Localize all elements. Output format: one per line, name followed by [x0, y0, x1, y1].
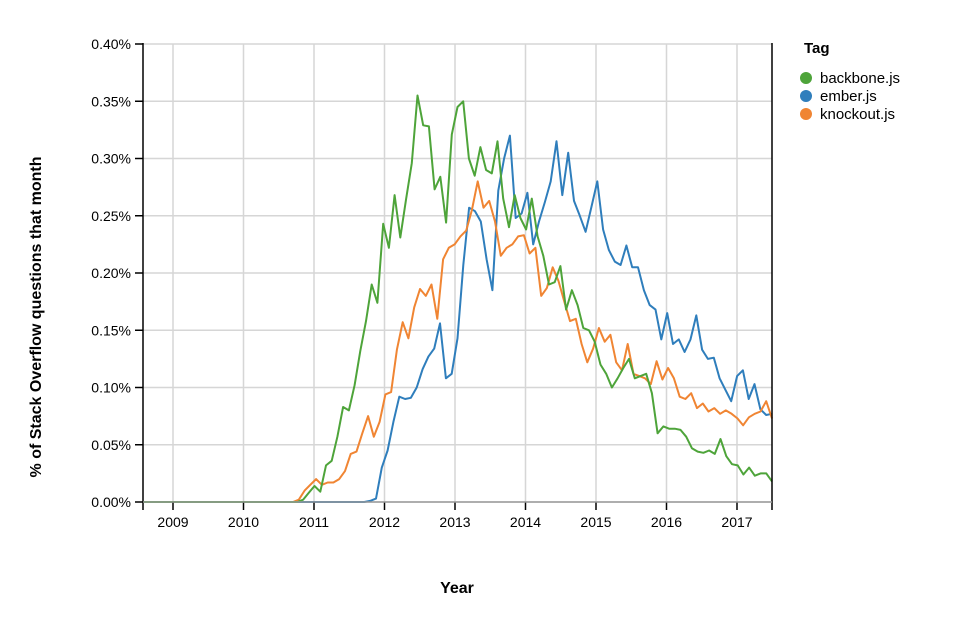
series-line-backbone	[143, 94, 773, 503]
legend-dot-icon	[800, 90, 812, 102]
y-tick-label: 0.40%	[91, 36, 131, 52]
y-tick-label: 0.15%	[91, 322, 131, 338]
y-tick-label: 0.30%	[91, 151, 131, 167]
legend-label: backbone.js	[820, 69, 901, 87]
grid-lines	[143, 43, 772, 503]
y-tick-label: 0.35%	[91, 93, 131, 109]
x-axis-title: Year	[440, 580, 474, 597]
y-tick-label: 0.25%	[91, 208, 131, 224]
legend-item-ember: ember.js	[800, 87, 900, 105]
legend-label: ember.js	[820, 87, 877, 105]
x-tick-label: 2015	[580, 514, 611, 530]
x-tick-label: 2009	[157, 514, 188, 530]
legend-item-knockout: knockout.js	[800, 105, 900, 123]
y-axis-title: % of Stack Overflow questions that month	[28, 157, 45, 478]
series-lines	[143, 94, 773, 503]
x-tick-label: 2010	[228, 514, 259, 530]
legend: Tag backbone.js ember.js knockout.js	[800, 40, 900, 123]
x-tick-label: 2017	[721, 514, 752, 530]
legend-item-backbone: backbone.js	[800, 69, 900, 87]
x-tick-label: 2011	[299, 514, 329, 530]
y-tick-label: 0.10%	[91, 380, 131, 396]
y-axis-tick-labels: 0.00% 0.05% 0.10% 0.15% 0.20% 0.25% 0.30% 0.35%…	[91, 36, 131, 510]
y-tick-label: 0.20%	[91, 265, 131, 281]
x-tick-label: 2012	[369, 514, 400, 530]
x-tick-label: 2016	[651, 514, 682, 530]
legend-title: Tag	[804, 40, 830, 57]
x-tick-label: 2013	[439, 514, 470, 530]
y-tick-label: 0.05%	[91, 437, 131, 453]
legend-label: knockout.js	[820, 105, 896, 123]
x-tick-label: 2014	[510, 514, 541, 530]
series-line-ember	[143, 134, 773, 503]
x-axis-tick-labels: 2009 2010 2011 2012 2013 2014 2015 2016 2017	[157, 514, 752, 530]
legend-dot-icon	[800, 108, 812, 120]
axes	[135, 43, 773, 510]
y-tick-label: 0.00%	[91, 494, 131, 510]
legend-dot-icon	[800, 72, 812, 84]
